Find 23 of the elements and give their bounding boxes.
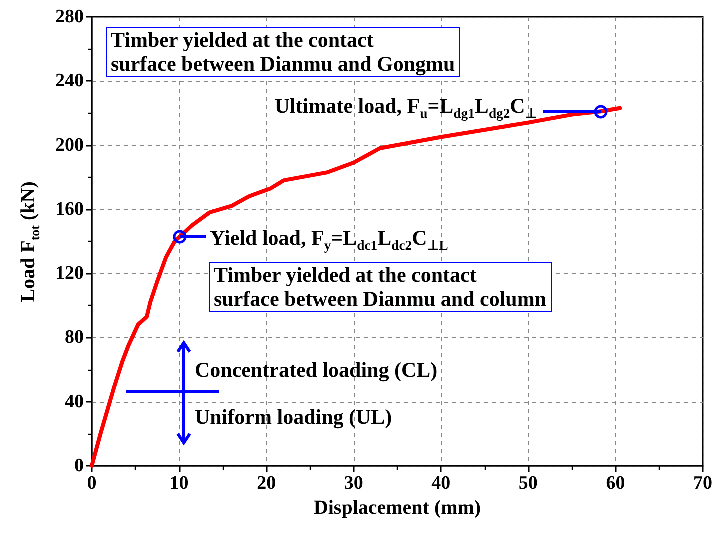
y-tick-label: 40 <box>65 391 84 412</box>
x-axis-title: Displacement (mm) <box>314 496 482 519</box>
x-tick-label: 10 <box>170 473 189 494</box>
y-tick-label: 200 <box>56 134 84 156</box>
annotation: Uniform loading (UL) <box>195 405 392 430</box>
annotation: Concentrated loading (CL) <box>195 358 438 382</box>
x-tick-label: 50 <box>518 473 538 494</box>
x-tick-label: 30 <box>344 473 364 494</box>
annotation: Yield load, F$_{y}$=L$_{dc1}$L$_{dc2}$C$_{⊥L}$ <box>210 226 448 254</box>
x-tick-label: 70 <box>694 473 712 494</box>
y-tick-label: 240 <box>56 70 84 92</box>
y-tick-label: 0 <box>74 456 84 476</box>
annotation: Ultimate load, F$_{u}$=L$_{dg1}$L$_{dg2}$C$_{⊥}$ <box>274 94 538 122</box>
x-tick-label: 20 <box>257 473 276 494</box>
annotation: Timber yielded at the contact surface between Dianmu and Gongmu <box>106 27 460 78</box>
y-tick-label: 120 <box>56 263 84 284</box>
y-tick-label: 160 <box>56 198 84 220</box>
x-tick-label: 40 <box>432 473 451 494</box>
y-tick-label: 280 <box>56 6 84 28</box>
y-tick-label: 80 <box>65 327 84 348</box>
annotation: Timber yielded at the contact surface between Dianmu and column <box>209 262 552 312</box>
x-tick-label: 0 <box>87 473 97 494</box>
x-tick-label: 60 <box>606 473 626 494</box>
